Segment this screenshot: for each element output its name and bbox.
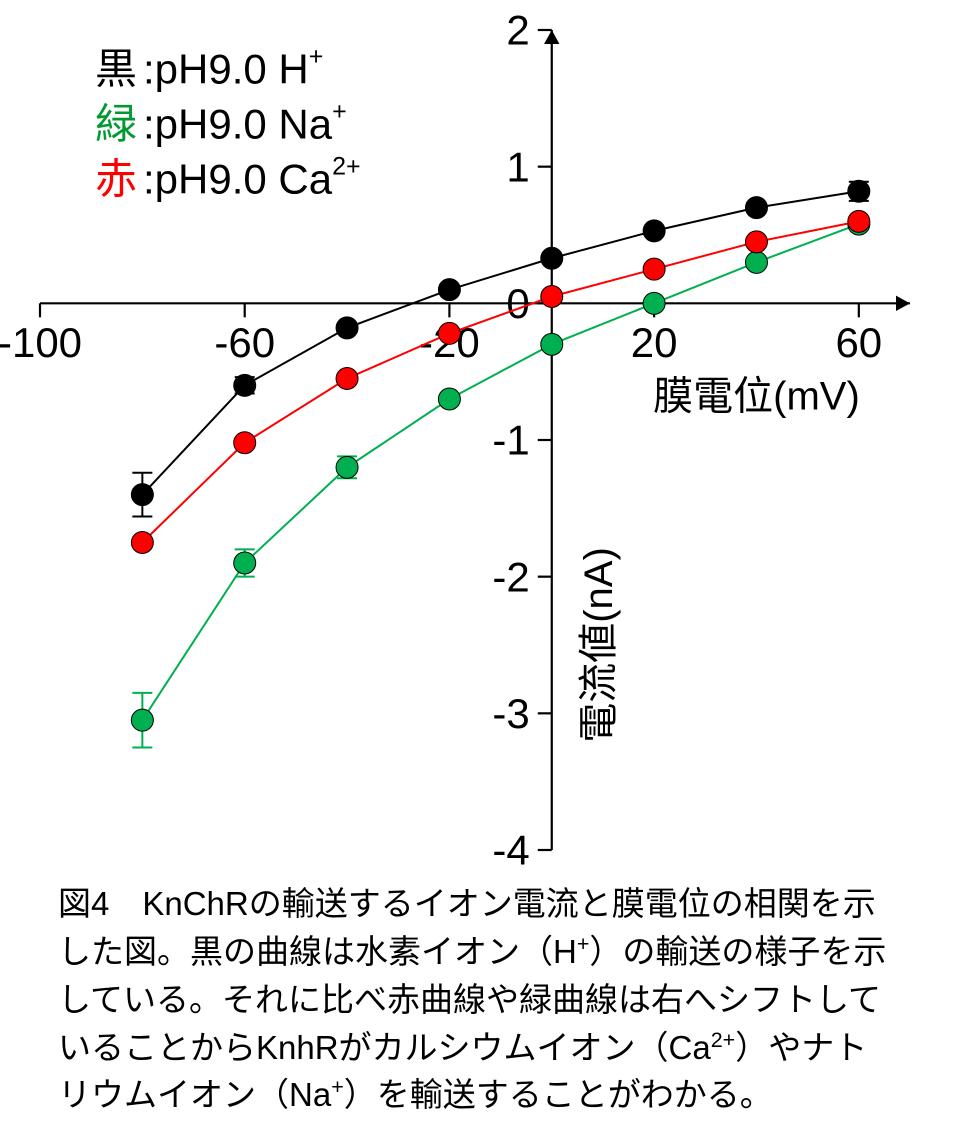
- svg-text::pH9.0 Na+: :pH9.0 Na+: [143, 98, 347, 148]
- iv-chart: -100-60-202060-4-3-2-1012膜電位(mV)電流値(nA)黒…: [0, 10, 953, 870]
- chart-svg: -100-60-202060-4-3-2-1012膜電位(mV)電流値(nA)黒…: [0, 10, 953, 870]
- svg-text:-60: -60: [214, 319, 275, 366]
- svg-text:60: 60: [835, 319, 882, 366]
- svg-text:黒: 黒: [95, 46, 137, 93]
- page: -100-60-202060-4-3-2-1012膜電位(mV)電流値(nA)黒…: [0, 0, 953, 1123]
- figure-caption: 図4 KnChRの輸送するイオン電流と膜電位の相関を示した図。黒の曲線は水素イオ…: [58, 880, 898, 1119]
- svg-text:-2: -2: [492, 553, 529, 600]
- svg-text:-100: -100: [0, 319, 82, 366]
- svg-text::pH9.0 H+: :pH9.0 H+: [143, 43, 323, 93]
- svg-text:-3: -3: [492, 690, 529, 737]
- svg-text:緑: 緑: [95, 101, 137, 148]
- svg-text:-1: -1: [492, 417, 529, 464]
- svg-text:0: 0: [506, 280, 529, 327]
- svg-text:赤: 赤: [95, 156, 137, 203]
- svg-text::pH9.0 Ca2+: :pH9.0 Ca2+: [143, 153, 361, 203]
- svg-text:電流値(nA): 電流値(nA): [577, 547, 621, 743]
- svg-text:2: 2: [506, 10, 529, 54]
- svg-text:1: 1: [506, 143, 529, 190]
- svg-text:膜電位(mV): 膜電位(mV): [653, 375, 860, 419]
- svg-text:-4: -4: [492, 827, 529, 870]
- svg-text:20: 20: [631, 319, 678, 366]
